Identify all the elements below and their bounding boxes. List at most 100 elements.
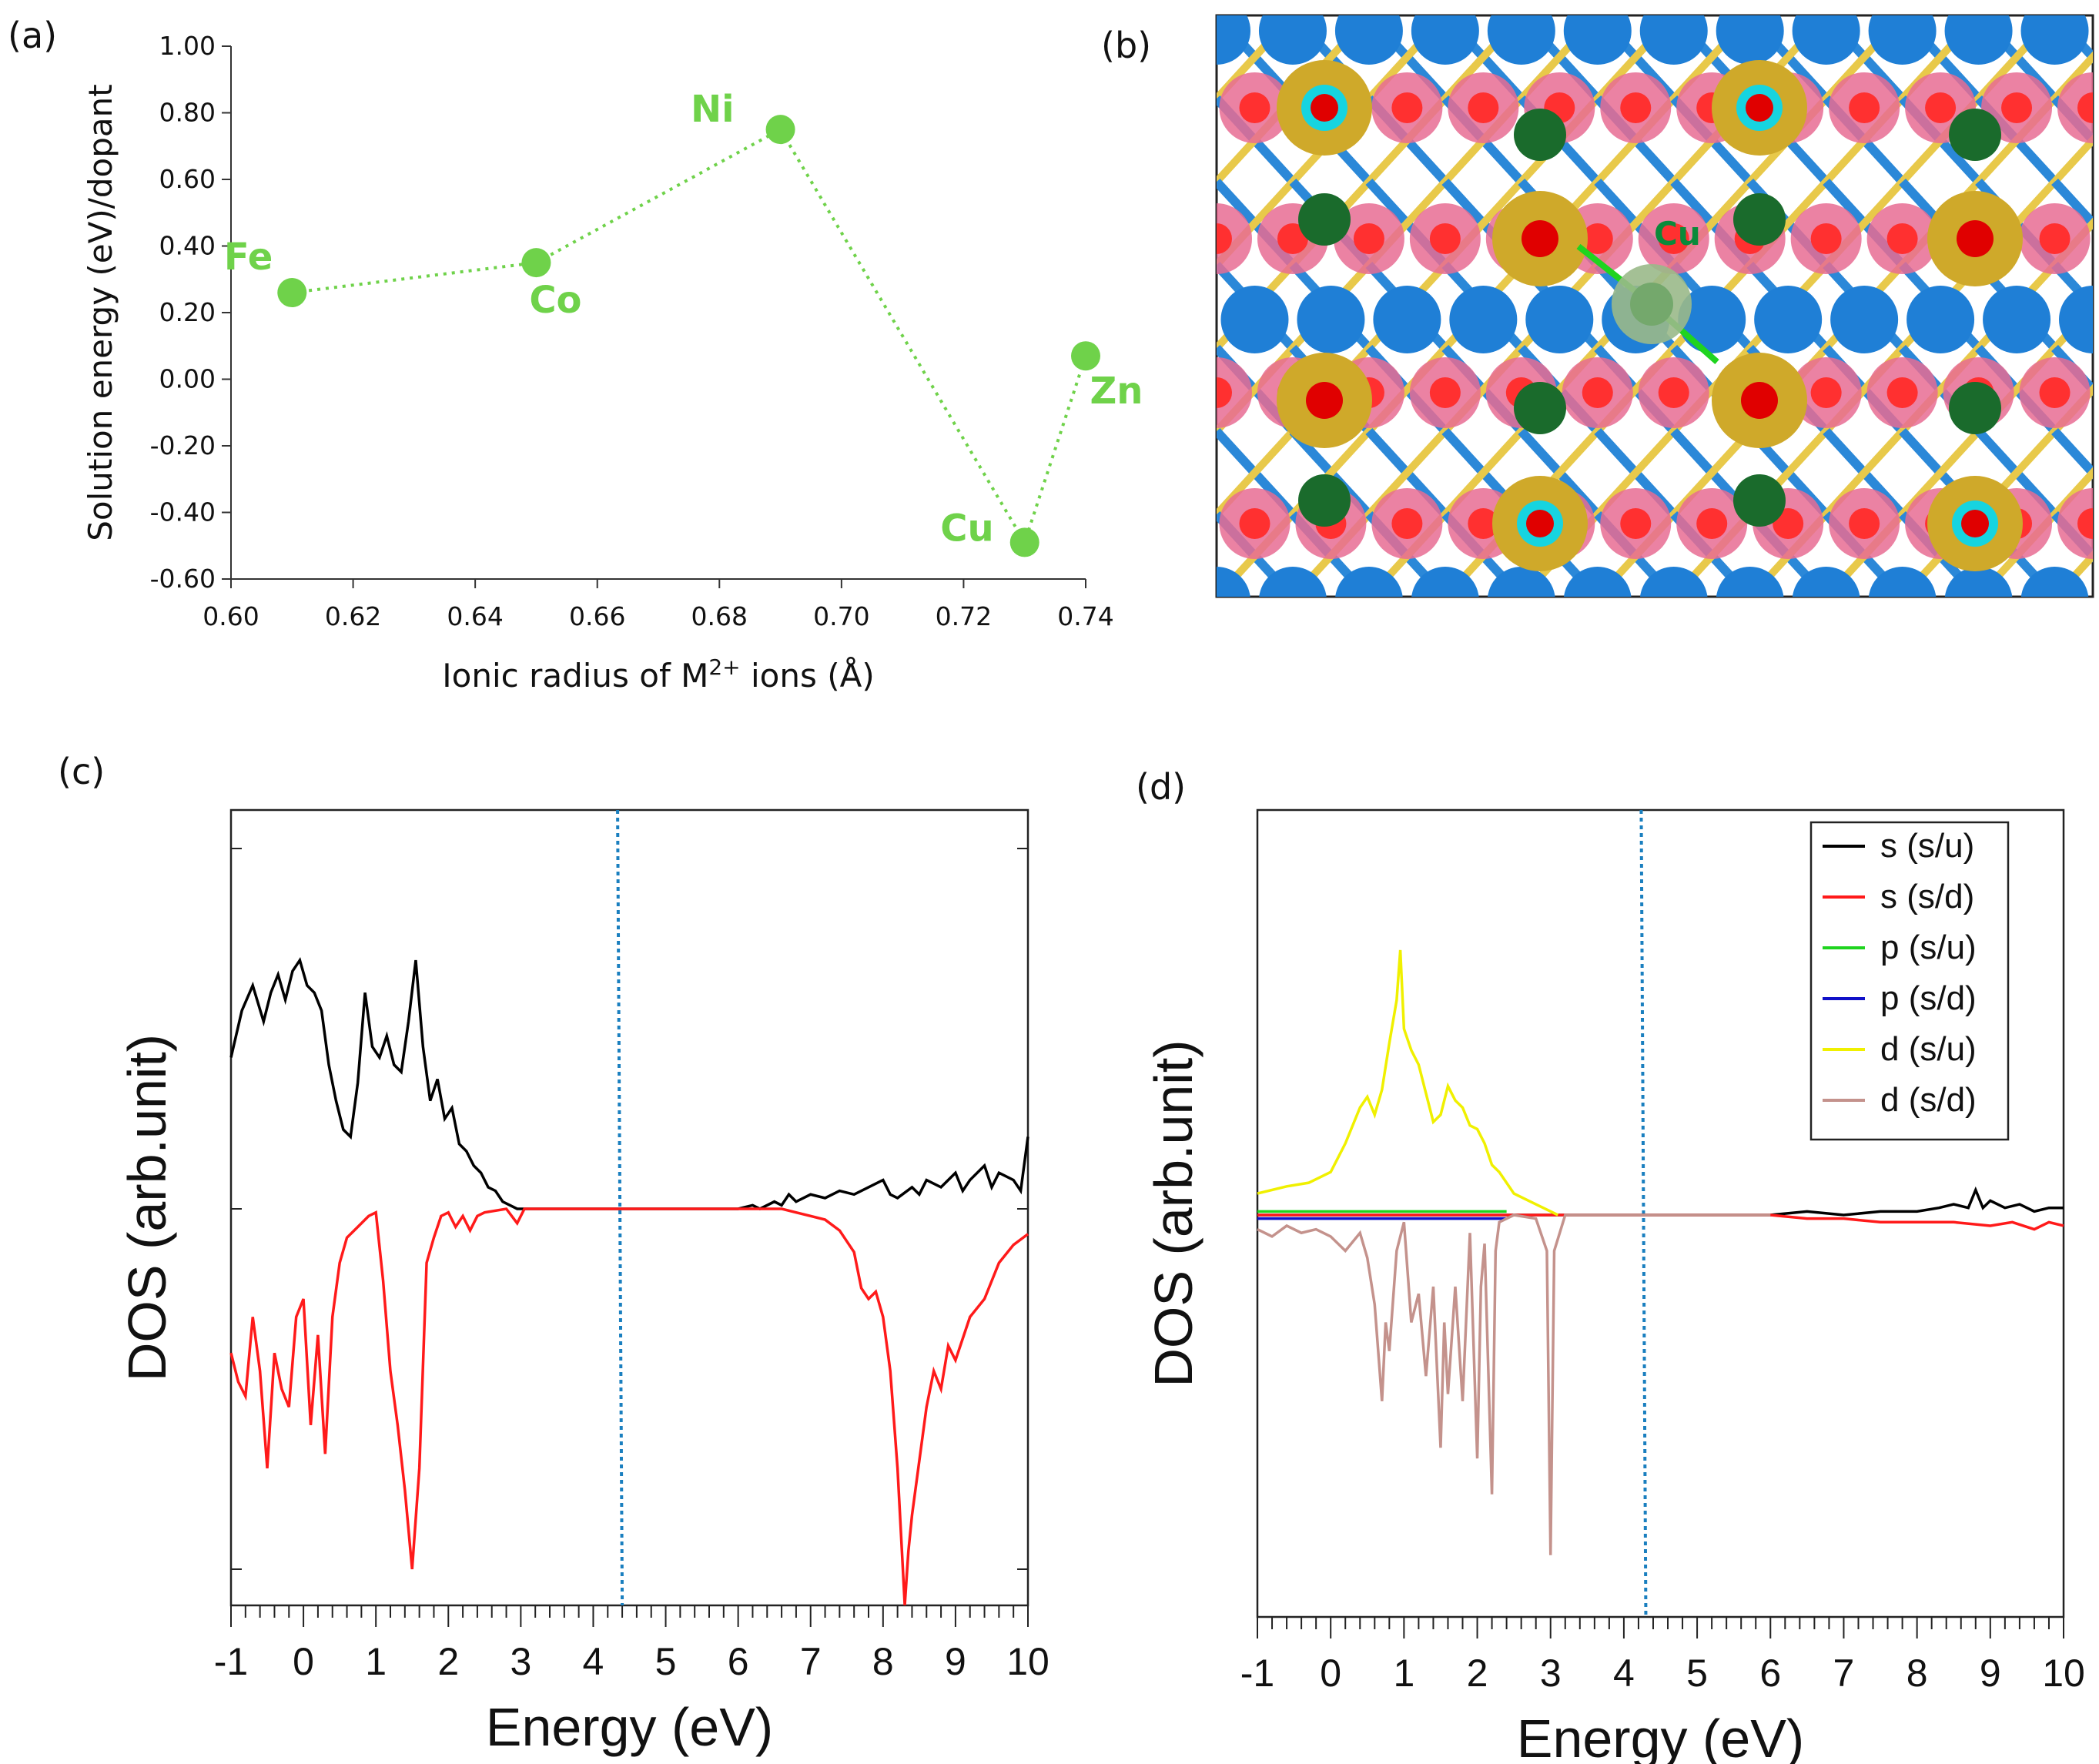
atom: [1220, 286, 1289, 353]
bond: [2051, 134, 2093, 185]
atom: [1526, 510, 1554, 537]
legend-label: d (s/d): [1880, 1081, 1977, 1119]
atom: [1907, 286, 1975, 353]
x-tick-label: 4: [583, 1640, 604, 1683]
point-label: Ni: [691, 88, 735, 131]
atom: [1716, 567, 1784, 597]
atom: [1678, 286, 1746, 353]
panel-label-b: (b): [1101, 25, 1151, 66]
atom: [1298, 474, 1351, 527]
x-tick-label: 2: [1467, 1652, 1488, 1695]
atom: [2057, 72, 2093, 143]
atom: [1468, 92, 1499, 123]
x-tick-label: 6: [1759, 1652, 1781, 1695]
x-tick-label: 5: [655, 1640, 677, 1683]
crystal-structure-image: Cu: [1215, 14, 2094, 598]
fermi-level-line: [1639, 809, 1648, 1618]
bond: [1288, 594, 1292, 597]
series-line: [1257, 1213, 2064, 1231]
x-tick-label: 0: [1320, 1652, 1341, 1695]
plot-frame: [229, 808, 1029, 1607]
atom: [1957, 220, 1994, 257]
atom: [1582, 223, 1613, 254]
atom: [1259, 567, 1327, 597]
bond: [2050, 594, 2054, 597]
x-axis-title: Ionic radius of M2+ ions (Å): [442, 654, 874, 695]
x-tick-label: 3: [510, 1640, 531, 1683]
x-tick-label: -1: [1240, 1652, 1274, 1695]
y-tick-label: 0.60: [159, 164, 216, 194]
data-point: [1071, 341, 1100, 371]
atom: [1411, 15, 1479, 65]
atom: [1239, 508, 1270, 539]
bond: [1669, 594, 1673, 597]
atom: [1487, 15, 1555, 65]
y-tick-label: 0.80: [159, 98, 216, 128]
y-axis-title: Solution energy (eV)/dopant: [82, 84, 119, 541]
atom: [1949, 109, 2001, 161]
atom: [1525, 286, 1594, 353]
atom: [2077, 92, 2093, 123]
atom: [1639, 15, 1708, 65]
x-tick-label: 0.64: [447, 601, 503, 631]
atom: [1297, 286, 1365, 353]
fermi-level-line: [616, 809, 624, 1606]
legend-label: p (s/d): [1880, 979, 1977, 1017]
series-line: [1257, 1186, 2064, 1217]
atom: [1217, 15, 1250, 65]
bond: [2055, 594, 2061, 597]
atom: [1239, 92, 1270, 123]
atom: [2001, 92, 2033, 123]
chart-a-solution-energy: 0.60 0.62 0.64 0.66 0.68 0.70 0.72 0.74 1.00 0.80…: [82, 31, 1143, 695]
atom: [1391, 508, 1423, 539]
atom: [1582, 377, 1613, 408]
bond: [1445, 594, 1451, 597]
x-tick-label: 8: [1907, 1652, 1928, 1695]
atom: [1488, 567, 1555, 597]
atom: [1640, 567, 1708, 597]
x-tick-label: 10: [1006, 1640, 1050, 1683]
atom: [1564, 567, 1632, 597]
x-tick-label: 2: [437, 1640, 459, 1683]
bond: [1674, 594, 1679, 597]
x-tick-label: 0.66: [569, 601, 625, 631]
atom: [2059, 286, 2093, 353]
atom: [1944, 15, 2013, 65]
x-tick-label: 6: [728, 1640, 749, 1683]
atom: [1949, 382, 2001, 434]
bond: [1897, 594, 1902, 597]
atom: [1620, 92, 1652, 123]
atom: [1810, 223, 1842, 254]
series-line: [1257, 949, 1559, 1217]
atom: [1868, 567, 1937, 597]
cu-label: Cu: [1654, 215, 1701, 253]
y-tick-label: 0.20: [159, 297, 216, 327]
bond: [2051, 261, 2093, 313]
atom: [1429, 377, 1461, 408]
atom: [1716, 15, 1784, 65]
data-point: [277, 278, 307, 308]
atom: [1258, 15, 1327, 65]
series-line: [229, 956, 1029, 1210]
atom: [2039, 223, 2071, 254]
atom: [1830, 286, 1899, 353]
atom: [1217, 567, 1250, 597]
atom: [1925, 92, 1957, 123]
x-tick-label: 0.60: [203, 601, 259, 631]
series-line: [1257, 1213, 1771, 1555]
atom: [1696, 508, 1728, 539]
bond: [1217, 594, 1223, 597]
atom: [1334, 15, 1403, 65]
atom: [1658, 377, 1689, 408]
atom: [2020, 15, 2089, 65]
legend-label: s (s/u): [1880, 827, 1974, 865]
atom: [1217, 377, 1232, 408]
plot-frame: [1256, 808, 2065, 1618]
bond: [1592, 594, 1597, 597]
atom: [1961, 510, 1989, 537]
x-tick-label: 7: [1833, 1652, 1855, 1695]
atom: [1658, 223, 1689, 254]
y-tick-label: 0.00: [159, 364, 216, 394]
panel-label-d: (d): [1136, 766, 1186, 808]
